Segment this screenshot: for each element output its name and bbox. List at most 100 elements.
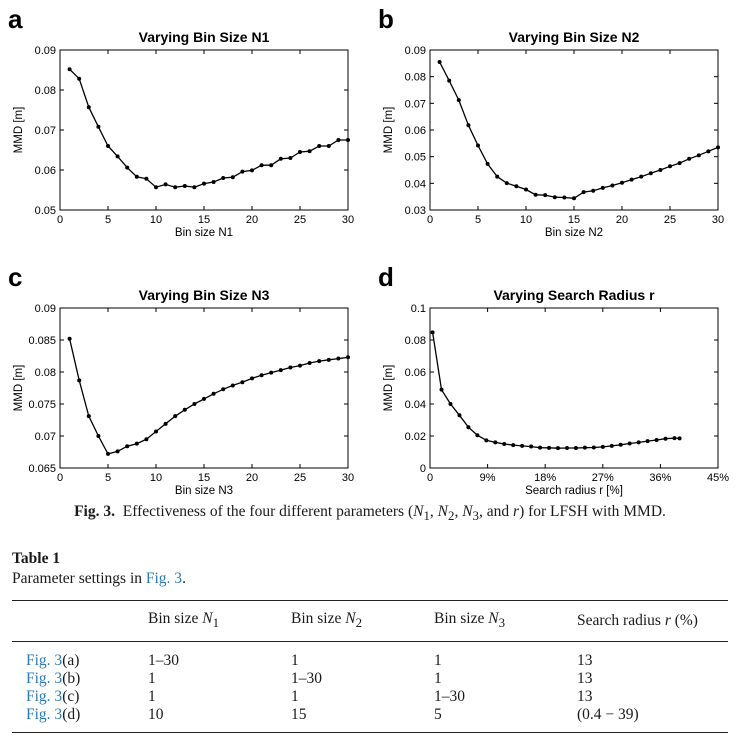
figure-caption-label: Fig. 3.	[74, 503, 115, 520]
table-cell: 1–30	[434, 688, 465, 706]
chart-svg: d Varying Search Radius r 0 9% 18% 27% 36% 45% 0…	[378, 262, 729, 497]
table-header-4: Search radius r (%)	[577, 611, 698, 629]
data-point	[240, 380, 245, 385]
figure-caption-text: Effectiveness of the four different para…	[122, 503, 666, 524]
x-tick-label: 25	[664, 214, 676, 226]
table-cell: 1	[434, 652, 442, 670]
plot-frame	[429, 307, 719, 469]
table-cell: 1	[434, 670, 442, 688]
y-tick-label: 0.08	[35, 367, 56, 379]
data-point	[115, 449, 120, 454]
data-point	[457, 413, 462, 418]
y-tick-label: 0.05	[405, 152, 426, 164]
data-point	[600, 185, 605, 190]
table-title: Table 1	[12, 550, 61, 567]
table-row-label: Fig. 3(a)	[26, 652, 80, 670]
data-point	[230, 383, 235, 388]
y-tick-label: 0.06	[405, 367, 426, 379]
figure-link[interactable]: Fig. 3	[26, 706, 63, 724]
x-tick-label: 20	[246, 472, 258, 484]
panel-letter: d	[378, 262, 394, 292]
data-point	[610, 183, 615, 188]
table-header-2: Bin size N2	[291, 610, 363, 631]
data-point	[552, 195, 557, 200]
data-point	[202, 181, 206, 186]
y-tick-label: 0.075	[28, 399, 56, 411]
x-tick-label: 15	[198, 472, 210, 484]
data-point	[346, 355, 350, 360]
data-point	[639, 174, 644, 179]
data-point	[269, 163, 274, 168]
y-tick-label: 0	[420, 463, 426, 475]
data-point	[618, 442, 623, 447]
data-point	[648, 171, 653, 176]
data-point	[495, 174, 500, 179]
table-caption: Parameter settings in Fig. 3.	[12, 570, 186, 587]
x-tick-label: 0	[427, 214, 433, 226]
x-tick-label: 15	[198, 214, 210, 226]
data-point	[317, 144, 322, 148]
data-point	[259, 373, 264, 378]
data-point	[658, 168, 663, 172]
data-point	[211, 391, 216, 396]
data-point	[230, 175, 235, 180]
y-tick-label: 0.08	[35, 85, 56, 97]
data-point	[572, 196, 576, 201]
data-point	[581, 190, 586, 195]
x-tick-label: 15	[568, 214, 580, 226]
y-tick-label: 0.05	[35, 205, 56, 217]
data-point	[96, 434, 101, 438]
data-point	[716, 145, 720, 150]
data-point	[439, 387, 444, 392]
figure-link[interactable]: Fig. 3	[26, 688, 63, 706]
figure-link[interactable]: Fig. 3	[26, 652, 63, 670]
x-tick-label: 9%	[480, 472, 496, 484]
table-cell: 1	[148, 670, 156, 688]
table-cell: 13	[577, 670, 593, 688]
data-point	[668, 164, 672, 169]
data-point	[476, 143, 480, 148]
data-point	[250, 376, 254, 381]
data-point	[173, 414, 178, 419]
data-point	[511, 443, 516, 448]
y-tick-label: 0.04	[405, 178, 426, 190]
table-cell: 1	[291, 688, 299, 706]
data-point	[493, 440, 498, 445]
data-point	[298, 363, 302, 368]
data-point	[173, 185, 178, 190]
y-tick-label: 0.06	[35, 165, 56, 177]
y-tick-label: 0.09	[35, 45, 56, 57]
figure-link[interactable]: Fig. 3	[145, 570, 183, 587]
data-point	[533, 192, 538, 197]
data-point	[645, 439, 650, 444]
y-tick-label: 0.08	[405, 72, 426, 84]
y-tick-label: 0.06	[405, 125, 426, 137]
data-point	[346, 138, 350, 142]
data-point	[547, 445, 552, 450]
data-point	[573, 446, 578, 450]
data-point	[298, 150, 302, 154]
data-point	[134, 441, 139, 446]
data-point	[278, 156, 283, 161]
data-point	[192, 185, 197, 190]
x-axis-label: Bin size N3	[175, 485, 233, 497]
data-point	[67, 336, 72, 341]
chart-title: Varying Bin Size N3	[139, 287, 270, 303]
x-tick-label: 30	[342, 472, 354, 484]
data-point	[502, 442, 507, 446]
chart-title: Varying Bin Size N2	[509, 29, 640, 45]
data-point	[86, 105, 91, 110]
figure-link[interactable]: Fig. 3	[26, 670, 63, 688]
x-tick-label: 30	[342, 214, 354, 226]
x-axis-label: Bin size N2	[545, 227, 603, 239]
y-tick-label: 0.03	[405, 205, 426, 217]
data-point	[543, 193, 548, 198]
x-tick-label: 25	[294, 472, 306, 484]
x-tick-label: 30	[712, 214, 724, 226]
data-point	[307, 149, 312, 154]
data-point	[504, 181, 509, 186]
y-tick-label: 0.09	[405, 45, 426, 57]
table-row: Fig. 3(d) 10 15 5 (0.4 − 39)	[12, 706, 728, 733]
data-point	[154, 185, 158, 190]
x-tick-label: 10	[150, 214, 162, 226]
